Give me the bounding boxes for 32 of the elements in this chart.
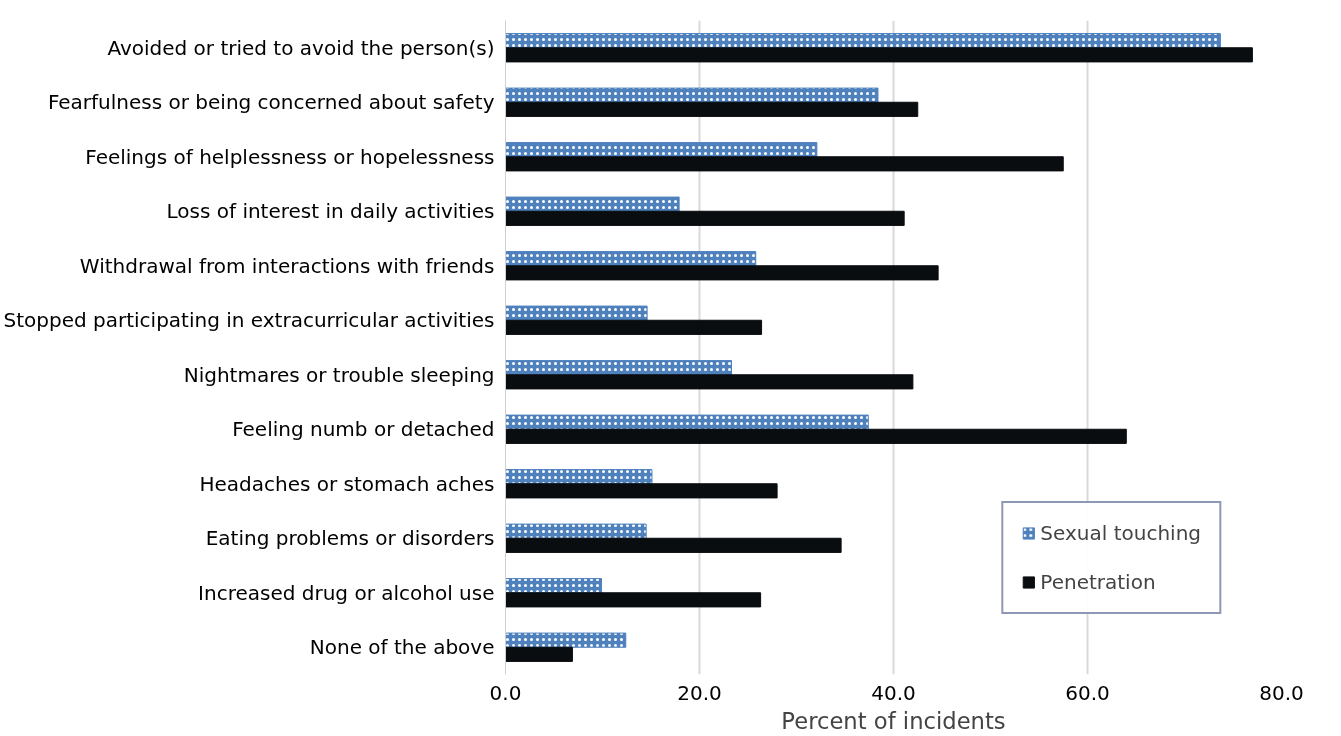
x-tick-label: 0.0: [489, 680, 522, 705]
y-tick-label: Fearfulness or being concerned about safety: [47, 90, 495, 115]
bar: [505, 265, 939, 281]
y-tick-label: Feelings of helplessness or hopelessness: [85, 144, 495, 169]
legend-label: Sexual touching: [1040, 521, 1201, 545]
x-tick-label: 80.0: [1259, 680, 1304, 705]
bar: [505, 592, 762, 608]
y-tick-label: Nightmares or trouble sleeping: [183, 362, 495, 387]
y-tick-label: None of the above: [309, 635, 495, 660]
bar: [505, 319, 763, 335]
y-tick-label: Feeling numb or detached: [232, 417, 495, 442]
x-tick-label: 60.0: [1065, 680, 1110, 705]
bar: [505, 483, 778, 499]
x-tick-label: 20.0: [677, 680, 722, 705]
x-tick-label: 40.0: [871, 680, 916, 705]
y-tick-label: Increased drug or alcohol use: [198, 580, 495, 605]
bar: [505, 646, 573, 662]
bar: [505, 428, 1127, 444]
bar: [505, 537, 842, 553]
y-tick-label: Loss of interest in daily activities: [166, 199, 495, 224]
y-tick-label: Eating problems or disorders: [205, 526, 495, 551]
bar: [505, 101, 919, 117]
y-tick-label: Stopped participating in extracurricular activities: [3, 308, 495, 333]
x-axis-title: Percent of incidents: [781, 707, 1006, 734]
bar: [505, 210, 905, 226]
bar: [505, 47, 1253, 63]
y-tick-label: Withdrawal from interactions with friends: [79, 253, 495, 278]
legend-label: Penetration: [1040, 570, 1156, 594]
y-tick-label: Avoided or tried to avoid the person(s): [107, 35, 495, 60]
y-tick-label: Headaches or stomach aches: [199, 471, 495, 496]
bar: [505, 374, 914, 390]
bar: [505, 156, 1064, 172]
